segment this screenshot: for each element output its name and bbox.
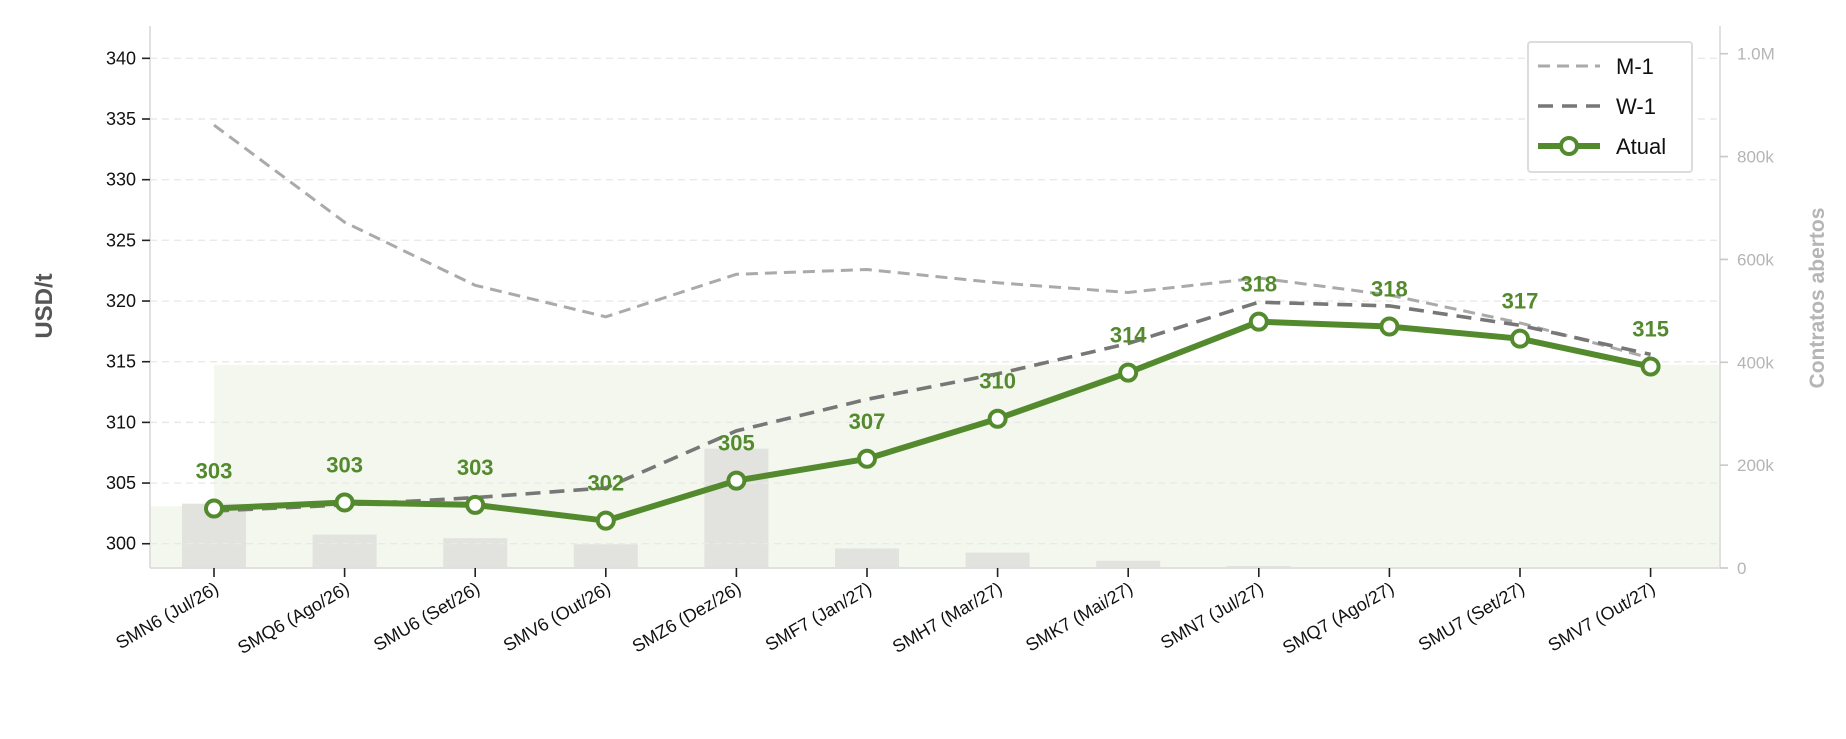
y-tick-label: 330 — [106, 170, 136, 190]
data-label: 314 — [1110, 323, 1147, 348]
x-tick-label: SMV6 (Out/26) — [500, 578, 614, 655]
x-tick-label: SMN6 (Jul/26) — [112, 578, 222, 653]
y2-tick-label: 400k — [1737, 353, 1774, 372]
y-axis-title: USD/t — [31, 273, 58, 338]
open-interest-bar — [704, 449, 768, 568]
series-point-atual — [728, 473, 744, 489]
series-point-atual — [859, 451, 875, 467]
series-point-atual — [1120, 365, 1136, 381]
y2-tick-label: 800k — [1737, 148, 1774, 167]
y2-tick-label: 1.0M — [1737, 45, 1775, 64]
open-interest-bar — [574, 544, 638, 568]
data-label: 318 — [1371, 277, 1408, 302]
data-label: 302 — [587, 471, 624, 496]
y-tick-label: 320 — [106, 291, 136, 311]
data-label: 307 — [849, 409, 886, 434]
y2-tick-label: 200k — [1737, 456, 1774, 475]
x-tick-label: SMH7 (Mar/27) — [889, 578, 1006, 657]
data-label: 317 — [1502, 289, 1539, 314]
x-tick-label: SMV7 (Out/27) — [1545, 578, 1659, 655]
legend-label-w-1: W-1 — [1616, 94, 1656, 119]
y-tick-label: 305 — [106, 473, 136, 493]
x-tick-label: SMZ6 (Dez/26) — [629, 578, 745, 656]
open-interest-bar — [1096, 561, 1160, 568]
series-line-m-1 — [214, 125, 1651, 358]
open-interest-bar — [443, 538, 507, 568]
legend-marker-atual — [1561, 138, 1577, 154]
x-tick-label: SMU7 (Set/27) — [1415, 578, 1528, 655]
x-tick-label: SMU6 (Set/26) — [370, 578, 483, 655]
series-point-atual — [1381, 319, 1397, 335]
legend-label-m-1: M-1 — [1616, 54, 1654, 79]
open-interest-area — [150, 365, 1720, 568]
data-label: 318 — [1240, 272, 1277, 297]
y-tick-label: 315 — [106, 352, 136, 372]
series-point-atual — [1643, 359, 1659, 375]
y-tick-label: 325 — [106, 230, 136, 250]
x-tick-label: SMK7 (Mai/27) — [1022, 578, 1136, 655]
series-point-atual — [598, 513, 614, 529]
y2-tick-label: 600k — [1737, 250, 1774, 269]
x-tick-label: SMN7 (Jul/27) — [1157, 578, 1267, 653]
data-label: 303 — [457, 455, 494, 480]
y-tick-label: 300 — [106, 534, 136, 554]
data-label: 303 — [326, 452, 363, 477]
data-label: 303 — [196, 459, 233, 484]
series-point-atual — [467, 497, 483, 513]
open-interest-bar — [313, 535, 377, 568]
y-tick-label: 310 — [106, 412, 136, 432]
data-label: 310 — [979, 369, 1016, 394]
open-interest-bar — [966, 553, 1030, 568]
y2-tick-label: 0 — [1737, 559, 1746, 578]
x-tick-label: SMF7 (Jan/27) — [762, 578, 875, 655]
series-point-atual — [337, 494, 353, 510]
y-tick-label: 335 — [106, 109, 136, 129]
series-point-atual — [206, 501, 222, 517]
series-point-atual — [1251, 314, 1267, 330]
legend-label-atual: Atual — [1616, 134, 1666, 159]
x-tick-label: SMQ6 (Ago/26) — [234, 578, 352, 658]
data-label: 305 — [718, 431, 755, 456]
y-tick-label: 340 — [106, 48, 136, 68]
data-label: 315 — [1632, 317, 1669, 342]
open-interest-bar — [835, 548, 899, 568]
y2-axis-title: Contratos abertos — [1806, 208, 1829, 389]
x-tick-label: SMQ7 (Ago/27) — [1279, 578, 1397, 658]
series-point-atual — [990, 411, 1006, 427]
series-point-atual — [1512, 331, 1528, 347]
